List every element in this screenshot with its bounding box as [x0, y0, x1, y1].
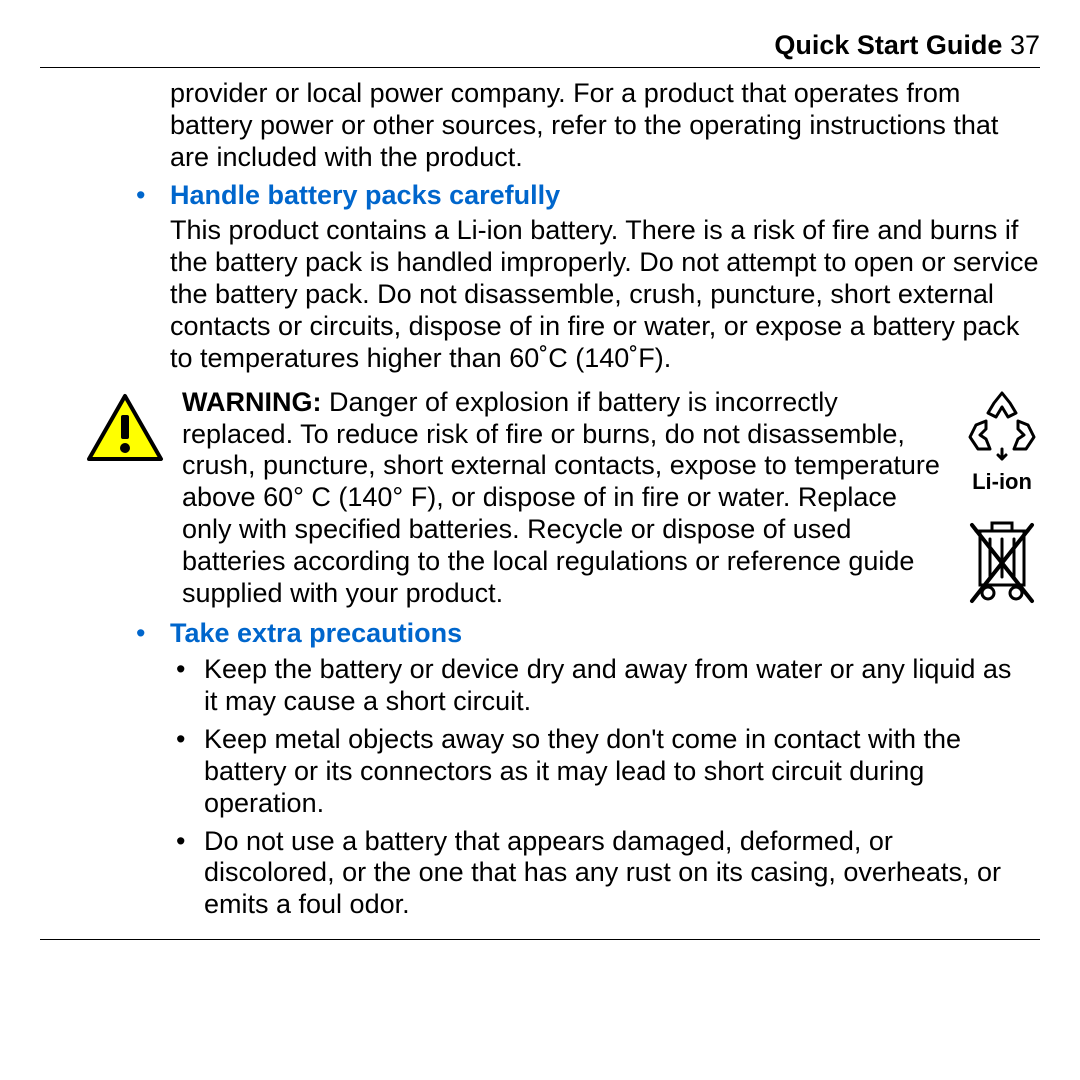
continued-paragraph: provider or local power company. For a p…	[170, 78, 1040, 174]
header-page-number: 37	[1010, 30, 1040, 60]
warning-body: Danger of explosion if battery is incorr…	[182, 387, 940, 608]
recycle-liion-icon: Li-ion	[964, 391, 1040, 495]
precaution-item: Keep the battery or device dry and away …	[204, 654, 1030, 718]
warning-label: WARNING:	[182, 387, 321, 417]
bullet-take-precautions: Take extra precautions	[170, 618, 1040, 650]
heading-take-precautions: Take extra precautions	[170, 618, 462, 648]
footer-rule	[40, 939, 1040, 940]
body-handle-battery: This product contains a Li-ion battery. …	[170, 215, 1040, 374]
warning-triangle-icon	[86, 393, 164, 471]
heading-handle-battery: Handle battery packs carefully	[170, 180, 560, 210]
no-bin-icon	[966, 517, 1038, 615]
document-page: Quick Start Guide 37 provider or local p…	[0, 0, 1080, 1080]
warning-row: WARNING: Danger of explosion if battery …	[86, 387, 1040, 615]
page-body: provider or local power company. For a p…	[40, 78, 1040, 940]
warning-text: WARNING: Danger of explosion if battery …	[182, 387, 946, 610]
header-title: Quick Start Guide	[774, 30, 1002, 60]
right-icon-column: Li-ion	[964, 391, 1040, 615]
bullet-handle-battery: Handle battery packs carefully	[170, 180, 1040, 212]
precaution-item: Do not use a battery that appears damage…	[204, 826, 1030, 922]
liion-label: Li-ion	[964, 469, 1040, 495]
page-header: Quick Start Guide 37	[40, 30, 1040, 68]
precaution-item: Keep metal objects away so they don't co…	[204, 724, 1030, 820]
